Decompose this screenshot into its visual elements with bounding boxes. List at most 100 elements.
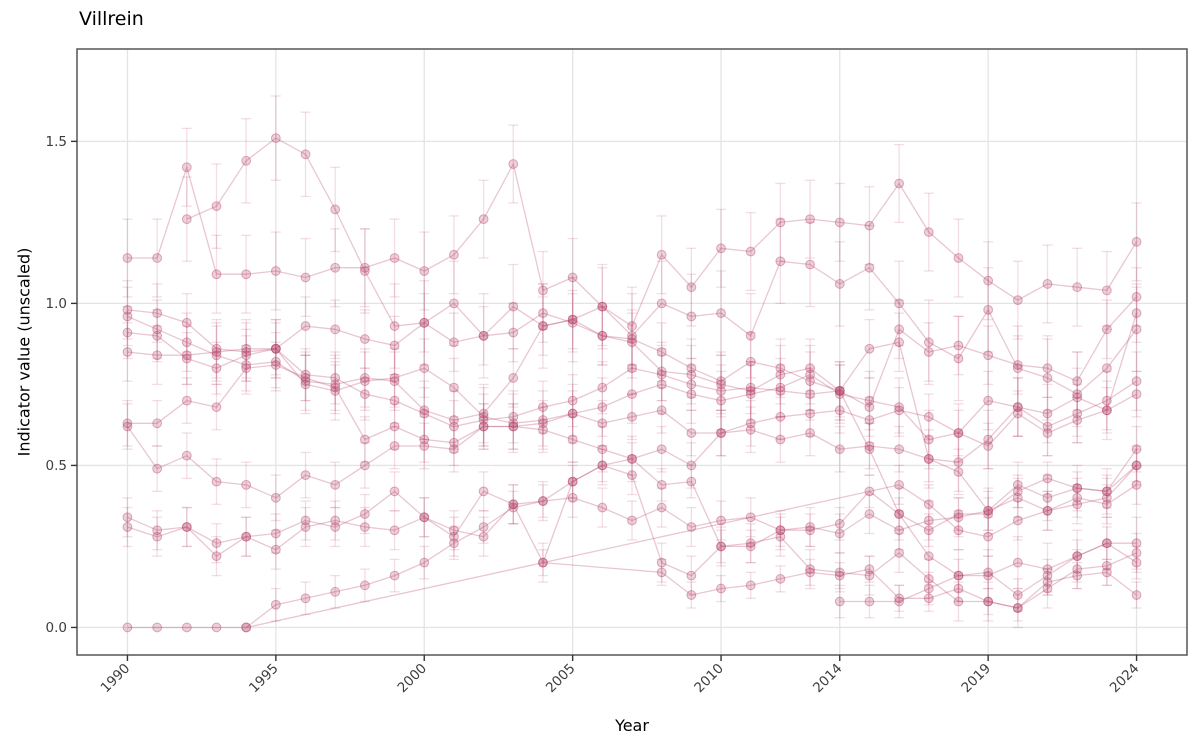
data-point <box>330 515 341 526</box>
data-point <box>716 515 726 526</box>
data-point <box>567 408 578 419</box>
data-point <box>597 460 608 471</box>
data-point <box>894 337 905 348</box>
data-point <box>359 266 370 276</box>
data-point <box>864 486 875 497</box>
data-point <box>449 298 459 309</box>
data-point <box>389 570 400 581</box>
data-point <box>1042 577 1053 587</box>
data-point <box>686 282 697 293</box>
data-point <box>686 590 697 600</box>
x-tick-label: 2024 <box>1107 661 1143 697</box>
data-point <box>508 411 519 422</box>
data-point <box>1101 405 1112 416</box>
data-point <box>211 350 222 361</box>
data-point <box>716 428 726 438</box>
series-10 <box>122 445 1142 629</box>
data-point <box>864 570 875 581</box>
data-point <box>686 311 697 322</box>
data-point <box>152 324 163 335</box>
data-point <box>953 428 964 438</box>
data-point <box>1072 492 1083 503</box>
data-point <box>300 515 311 526</box>
data-point <box>449 538 459 549</box>
data-point <box>983 275 994 286</box>
data-point <box>894 178 905 189</box>
y-tick-label: 1.0 <box>46 296 67 312</box>
data-point <box>211 269 222 280</box>
series-line <box>542 561 1137 609</box>
data-point <box>330 379 341 390</box>
data-point <box>478 415 489 425</box>
data-point <box>1042 408 1053 419</box>
data-point <box>1072 570 1083 581</box>
data-point <box>300 376 311 387</box>
data-point <box>449 531 459 542</box>
data-point <box>241 269 252 280</box>
series-line <box>127 296 1137 408</box>
data-point <box>211 551 222 562</box>
data-point <box>656 366 667 377</box>
data-point <box>241 343 252 354</box>
panel-border <box>76 48 1188 656</box>
data-point <box>923 411 934 422</box>
data-point <box>567 492 578 503</box>
data-point <box>1012 295 1023 306</box>
data-point <box>1131 376 1142 387</box>
data-point <box>775 369 786 380</box>
data-point <box>241 479 252 490</box>
data-point <box>864 441 875 451</box>
data-point <box>1101 567 1112 578</box>
data-point <box>1101 405 1112 416</box>
data-point <box>656 405 667 416</box>
data-point <box>953 253 964 263</box>
data-point <box>449 444 459 455</box>
data-point <box>1101 285 1112 296</box>
y-axis-title: Indicator value (unscaled) <box>14 247 34 457</box>
data-point <box>1012 360 1023 370</box>
data-point <box>359 262 370 273</box>
data-point <box>1101 499 1112 510</box>
data-point <box>775 217 786 228</box>
data-point <box>745 385 756 396</box>
data-point <box>1101 486 1112 497</box>
data-point <box>359 460 370 471</box>
data-point <box>953 525 964 536</box>
data-point <box>983 350 994 361</box>
series-05 <box>122 305 1142 603</box>
data-point <box>834 385 845 396</box>
data-point <box>359 509 370 519</box>
data-point <box>1042 492 1053 503</box>
data-point <box>1042 564 1053 575</box>
data-point <box>656 298 667 309</box>
data-point <box>241 347 252 357</box>
data-point <box>923 434 934 445</box>
data-point <box>1072 483 1083 494</box>
data-point <box>1131 308 1142 319</box>
data-point <box>656 249 667 260</box>
data-point <box>1012 590 1023 600</box>
data-point <box>983 509 994 519</box>
data-point <box>834 518 845 529</box>
data-point <box>419 512 430 523</box>
data-point <box>805 376 815 387</box>
data-point <box>923 454 934 464</box>
data-point <box>1072 415 1083 425</box>
data-point <box>538 321 548 331</box>
data-point <box>330 204 341 215</box>
data-point <box>627 470 637 481</box>
data-point <box>1131 557 1142 568</box>
data-point <box>864 564 875 575</box>
data-point <box>894 402 905 412</box>
data-point <box>1042 570 1053 581</box>
data-point <box>1131 236 1142 247</box>
data-point <box>359 389 370 400</box>
data-point <box>983 505 994 516</box>
data-point <box>983 441 994 451</box>
data-point <box>181 622 192 633</box>
data-point <box>834 405 845 416</box>
data-point <box>805 428 815 438</box>
data-point <box>241 363 252 374</box>
data-point <box>775 525 786 536</box>
data-point <box>775 256 786 267</box>
